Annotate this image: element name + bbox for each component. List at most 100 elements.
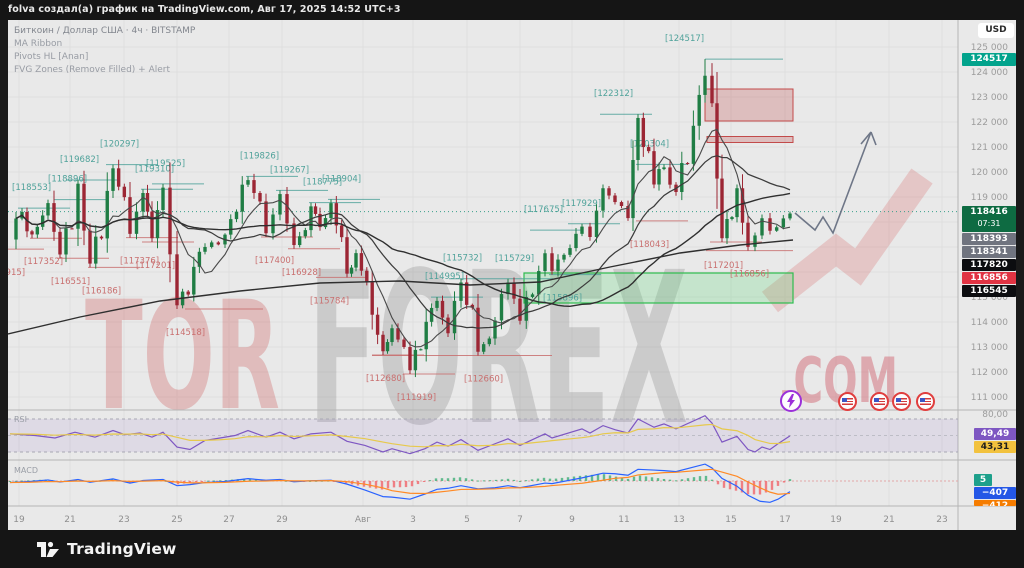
candle-body <box>506 282 510 295</box>
candle-body <box>345 237 349 274</box>
candle-body <box>128 197 132 234</box>
candle-body <box>668 167 672 185</box>
rsi-ma-line <box>9 423 791 448</box>
candle-body <box>419 349 423 351</box>
candle-body <box>192 266 196 295</box>
price-tick-label: 121 000 <box>971 143 1008 153</box>
pivot-label: [117675] <box>524 205 563 215</box>
macd-hist-bar <box>770 481 774 490</box>
macd-hist-bar <box>662 478 666 481</box>
currency-toggle-button[interactable]: USD <box>978 23 1014 38</box>
macd-hist-bar <box>566 477 570 481</box>
candle-body <box>354 253 358 268</box>
watermark-text: FOREX <box>308 227 688 472</box>
lightning-event-icon[interactable] <box>780 390 802 412</box>
candle-body <box>725 219 729 239</box>
candle-body <box>493 320 497 339</box>
candle-body <box>429 307 434 322</box>
symbol-title[interactable]: Биткоин / Доллар США · 4ч · BITSTAMP <box>14 26 196 36</box>
candle-body <box>161 187 165 211</box>
us-flag-icon <box>874 398 885 405</box>
arrowhead <box>860 131 872 145</box>
macd-hist-bar <box>560 477 564 481</box>
last-price-badge: 118416 07:31 <box>962 206 1016 232</box>
level-price-badge: 117820 <box>962 259 1016 271</box>
macd-hist-bar <box>548 478 552 481</box>
arrowhead <box>870 131 877 146</box>
candle-body <box>408 347 412 371</box>
candle-body <box>349 267 354 274</box>
candle-body <box>641 117 646 148</box>
us-flag-event-icon[interactable] <box>870 392 889 411</box>
snapshot-attribution-bar: folva создал(а) график на TradingView.co… <box>0 0 1024 20</box>
macd-hist-bar <box>542 477 546 481</box>
macd-hist-bar <box>620 477 624 481</box>
last-price-value: 118416 <box>970 207 1008 217</box>
candle-body <box>619 202 624 207</box>
candle-body <box>150 211 154 239</box>
price-tick-label: 124 000 <box>971 68 1008 78</box>
pivot-label: [119682] <box>60 155 99 165</box>
time-tick-label: 21 <box>64 515 75 525</box>
macd-hist-bar <box>572 476 576 481</box>
macd-hist-bar <box>518 480 522 482</box>
time-tick-label: 21 <box>883 515 894 525</box>
ma-line <box>15 192 791 307</box>
time-tick-label: 29 <box>276 515 288 525</box>
chart-svg: TOR FOREX .COM[118553][118896][119682][120… <box>8 20 1016 530</box>
time-tick-label: 3 <box>410 515 416 525</box>
price-tick-label: 115 000 <box>971 293 1008 303</box>
pivot-label: [114995] <box>425 272 464 282</box>
tradingview-brand[interactable]: TradingView <box>36 540 177 558</box>
chart-canvas[interactable]: TOR FOREX .COM [118553] [118896] [119682] [120… <box>8 20 1016 530</box>
pivot-label: [117400] <box>255 256 294 266</box>
candle-body <box>303 230 308 237</box>
attribution-text: folva создал(а) график на TradingView.co… <box>8 4 401 15</box>
pivot-label: [124517] <box>665 34 704 44</box>
candle-body <box>788 213 792 219</box>
us-flag-event-icon[interactable] <box>916 392 935 411</box>
candle-body <box>258 192 262 202</box>
us-flag-event-icon[interactable] <box>892 392 911 411</box>
indicator-fvg-zones[interactable]: FVG Zones (Remove Filled) + Alert <box>14 65 170 75</box>
macd-hist-bar <box>410 481 414 487</box>
macd-hist-bar <box>638 475 642 481</box>
candle-body <box>691 125 696 164</box>
candle-body <box>607 188 611 196</box>
candle-body <box>285 194 289 224</box>
pivot-label: [118775] <box>303 178 342 188</box>
pivot-label: [117201] <box>704 261 743 271</box>
candle-body <box>626 206 630 219</box>
candle-body <box>318 213 322 228</box>
candle-body <box>30 231 34 235</box>
candle-body <box>487 338 492 345</box>
candle-body <box>452 300 457 334</box>
candle-body <box>175 254 179 306</box>
indicator-ma-ribbon[interactable]: MA Ribbon <box>14 39 63 49</box>
chart-legend[interactable]: Биткоин / Доллар США · 4ч · BITSTAMP MA … <box>14 25 195 77</box>
indicator-pivots-hl[interactable]: Pivots HL [Anan] <box>14 52 89 62</box>
candle-body <box>134 211 139 234</box>
macd-hist-bar <box>404 481 408 488</box>
trend-arrow-drawing <box>794 131 872 235</box>
candle-body <box>768 218 772 231</box>
pivot-label: [118553] <box>12 183 51 193</box>
candle-body <box>636 117 640 161</box>
macd-hist-bar <box>254 479 258 481</box>
pivot-label: [112680] <box>366 374 405 384</box>
candle-body <box>580 226 584 234</box>
candle-body <box>381 334 385 352</box>
ma-price-badge: 118393 <box>962 233 1016 245</box>
candle-body <box>524 296 528 321</box>
pivot-label: [114518] <box>166 328 205 338</box>
pivot-label: [115784] <box>310 296 349 306</box>
macd-hist-bar <box>644 476 648 481</box>
macd-hist-bar <box>728 481 732 490</box>
macd-hist-bar <box>554 478 558 481</box>
candle-body <box>155 210 160 239</box>
macd-hist-bar <box>26 480 30 482</box>
price-tick-label: 120 000 <box>971 168 1008 178</box>
candle-body <box>390 328 394 343</box>
candle-body <box>145 193 150 212</box>
us-flag-event-icon[interactable] <box>838 392 857 411</box>
